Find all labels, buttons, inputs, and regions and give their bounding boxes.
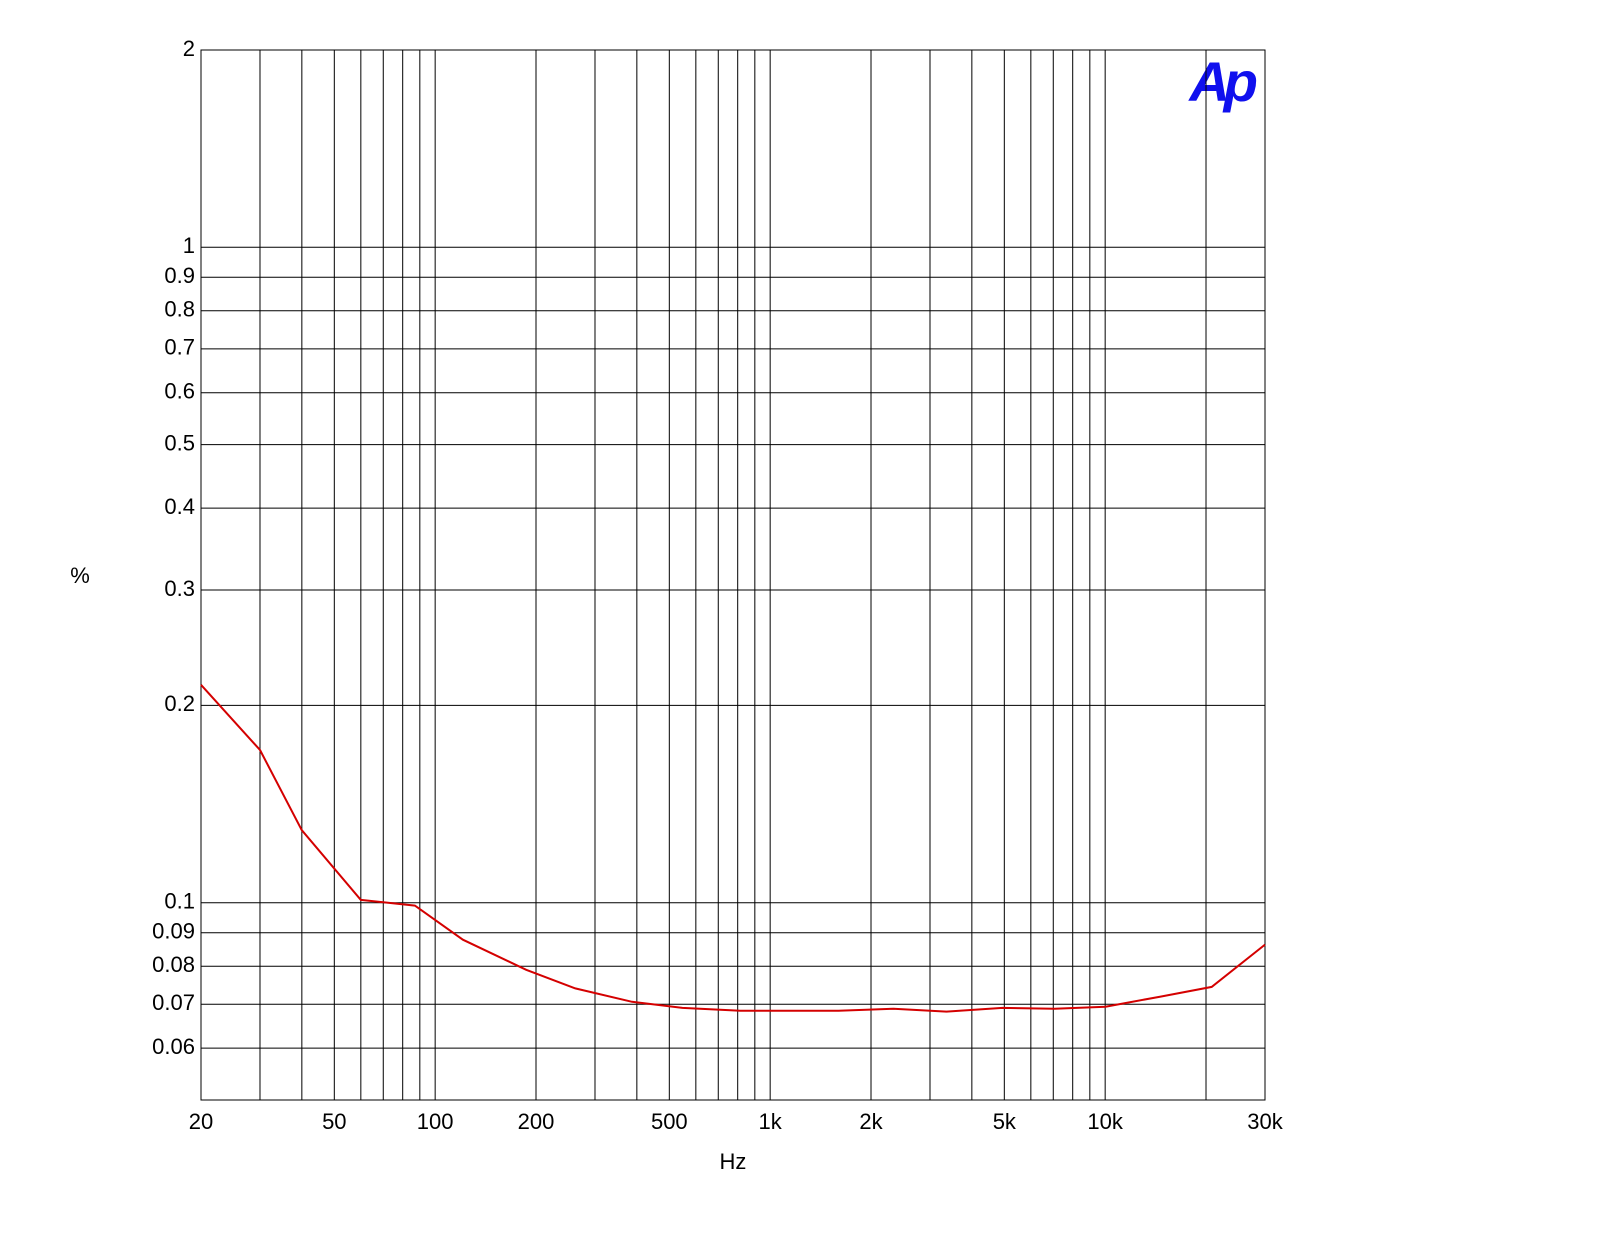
x-axis-label: Hz: [720, 1149, 747, 1174]
y-tick-label: 0.4: [164, 494, 195, 519]
y-tick-label: 0.09: [152, 919, 195, 944]
x-tick-label: 50: [322, 1109, 346, 1134]
y-tick-label: 0.2: [164, 691, 195, 716]
y-tick-label: 0.1: [164, 889, 195, 914]
x-tick-label: 200: [518, 1109, 555, 1134]
x-tick-label: 10k: [1087, 1109, 1123, 1134]
y-tick-label: 0.08: [152, 952, 195, 977]
y-axis-label: %: [70, 563, 90, 588]
y-tick-label: 0.6: [164, 379, 195, 404]
x-tick-label: 100: [417, 1109, 454, 1134]
x-tick-label: 2k: [859, 1109, 883, 1134]
logo: Ap: [1187, 50, 1256, 113]
y-tick-label: 0.9: [164, 263, 195, 288]
y-tick-label: 0.8: [164, 297, 195, 322]
y-tick-label: 0.07: [152, 990, 195, 1015]
x-tick-label: 1k: [759, 1109, 783, 1134]
y-tick-label: 0.06: [152, 1034, 195, 1059]
x-tick-label: 5k: [993, 1109, 1017, 1134]
y-tick-label: 0.7: [164, 335, 195, 360]
x-tick-label: 20: [189, 1109, 213, 1134]
plot-frame: [200, 49, 1266, 1101]
data-line: [200, 684, 1266, 1013]
x-tick-label: 30k: [1247, 1109, 1283, 1134]
y-tick-label: 2: [183, 36, 195, 61]
y-tick-label: 0.3: [164, 576, 195, 601]
x-tick-label: 500: [651, 1109, 688, 1134]
y-tick-label: 1: [183, 233, 195, 258]
y-tick-label: 0.5: [164, 430, 195, 455]
